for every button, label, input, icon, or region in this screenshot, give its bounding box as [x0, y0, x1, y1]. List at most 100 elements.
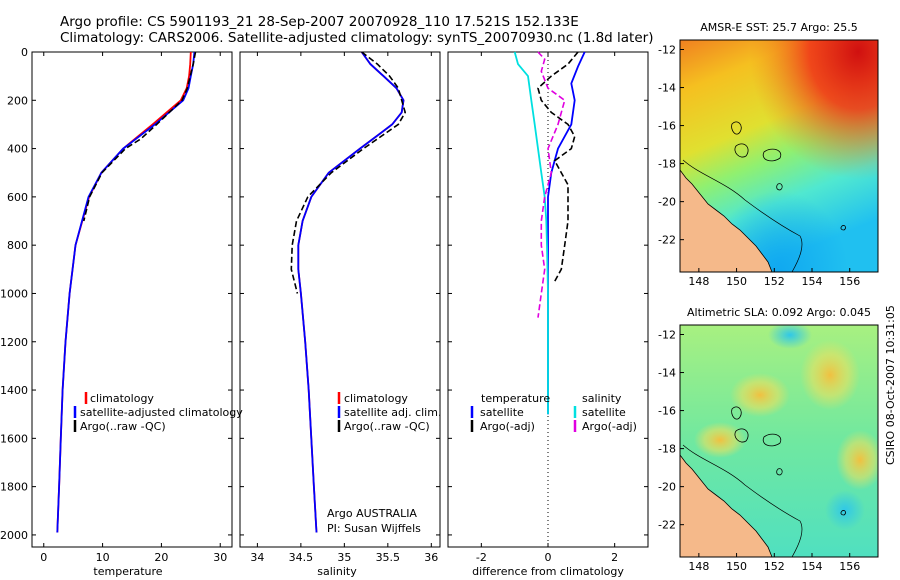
sst-reef-1 [731, 121, 742, 135]
series-temperature-argo-adj- [537, 51, 579, 282]
float-program-annotation: Argo AUSTRALIA [327, 507, 417, 520]
sla-map [680, 325, 878, 557]
series-climatology [297, 51, 405, 533]
salinity-xlabel: salinity [317, 565, 357, 578]
difference-x-axis: -2 0 2 [476, 52, 618, 564]
temperature-x-axis: 0 10 20 30 [40, 52, 227, 564]
sst-shelf-contour [682, 159, 803, 272]
map-y-tick-label: -14 [658, 82, 676, 95]
sla-map-frame [679, 324, 879, 558]
sla-map-title: Altimetric SLA: 0.092 Argo: 0.045 [687, 306, 871, 319]
sst-coast-land [680, 169, 773, 272]
depth-tick-label: 600 [7, 191, 28, 204]
sla-high-anomaly-3 [836, 430, 878, 490]
x-tick-label: 34 [250, 551, 264, 564]
salinity-plot-frame [239, 51, 441, 548]
header-line-2: Climatology: CARS2006. Satellite-adjuste… [60, 30, 653, 46]
legend-sal-satellite: satellite [582, 406, 626, 419]
x-tick-label: 10 [96, 551, 110, 564]
legend-temp-argo: Argo(-adj) [480, 420, 535, 433]
sst-reef-4 [776, 183, 783, 191]
salinity-x-axis: 34 34.5 35 35.5 36 [250, 52, 438, 564]
series-salinity-satellite [513, 51, 549, 415]
legend-climatology: climatology [90, 392, 154, 405]
legend-temp-satellite: satellite [480, 406, 524, 419]
map-y-tick-label: -16 [658, 120, 676, 133]
sst-map-axes: 148 150 152 154 156 -12 -14 -16 -18 -20 -22 [658, 44, 860, 288]
map-y-tick-label: -22 [658, 519, 676, 532]
depth-axis: 0 200 400 600 800 1000 1200 1400 1600 1800 2000 [0, 46, 648, 542]
depth-tick-label: 2000 [0, 529, 28, 542]
temperature-series [56, 51, 197, 533]
sla-high-anomaly-4 [694, 422, 746, 458]
sla-shelf-contour [682, 444, 803, 557]
series-salinity-argo-adj- [537, 51, 566, 318]
float-pi-annotation: PI: Susan Wijffels [327, 522, 421, 535]
sst-map-title: AMSR-E SST: 25.7 Argo: 25.5 [700, 21, 858, 34]
legend-argo: Argo(..raw -QC) [80, 420, 166, 433]
depth-tick-label: 1800 [0, 481, 28, 494]
sla-reef-1 [731, 406, 742, 420]
sst-reef-3 [762, 148, 782, 162]
depth-tick-label: 0 [21, 46, 28, 59]
map-x-tick-label: 150 [726, 560, 747, 573]
difference-legend: temperature salinity satellite Argo(-adj… [470, 392, 637, 433]
legend-argo: Argo(..raw -QC) [344, 420, 430, 433]
x-tick-label: 0 [545, 551, 552, 564]
map-x-tick-label: 154 [802, 275, 823, 288]
map-y-tick-label: -18 [658, 443, 676, 456]
difference-series [513, 51, 586, 415]
map-y-tick-label: -12 [658, 44, 676, 57]
legend-satellite-adjusted: satellite-adjusted climatology [80, 406, 243, 419]
depth-tick-label: 800 [7, 239, 28, 252]
map-x-tick-label: 148 [688, 275, 709, 288]
x-tick-label: 2 [611, 551, 618, 564]
side-timestamp: CSIRO 08-Oct-2007 10:31:05 [884, 305, 897, 465]
x-tick-label: 35.5 [376, 551, 401, 564]
sst-map [680, 40, 878, 272]
depth-tick-label: 1200 [0, 336, 28, 349]
legend-satellite-adjusted: satellite adj. clim. [344, 406, 441, 419]
sla-map-axes: 148 150 152 154 156 -12 -14 -16 -18 -20 -22 [658, 329, 860, 573]
sla-low-anomaly [825, 490, 865, 530]
series-satellite-adj-clim- [297, 51, 405, 533]
series-argo-raw-qc- [290, 51, 407, 294]
x-tick-label: 35 [337, 551, 351, 564]
sla-reef-2 [734, 428, 749, 443]
map-y-tick-label: -12 [658, 329, 676, 342]
depth-tick-label: 400 [7, 143, 28, 156]
x-tick-label: -2 [476, 551, 487, 564]
difference-xlabel: difference from climatology [472, 565, 624, 578]
temperature-legend: climatology satellite-adjusted climatolo… [73, 392, 243, 433]
map-x-tick-label: 148 [688, 560, 709, 573]
legend-climatology: climatology [344, 392, 408, 405]
x-tick-label: 34.5 [289, 551, 314, 564]
sla-high-anomaly-2 [730, 373, 790, 417]
sla-reef-4 [776, 468, 783, 476]
depth-tick-label: 1400 [0, 384, 28, 397]
temperature-xlabel: temperature [93, 565, 162, 578]
sst-reef-5 [840, 225, 846, 231]
map-y-tick-label: -18 [658, 158, 676, 171]
map-y-tick-label: -16 [658, 405, 676, 418]
map-y-tick-label: -22 [658, 234, 676, 247]
sla-low-anomaly-2 [768, 325, 812, 349]
sla-reef-5 [840, 510, 846, 516]
legend-sal-argo: Argo(-adj) [582, 420, 637, 433]
legend-header-temperature: temperature [481, 392, 550, 405]
depth-tick-label: 1600 [0, 432, 28, 445]
series-argo-raw-qc- [83, 51, 197, 222]
depth-tick-label: 200 [7, 94, 28, 107]
temperature-plot-frame [31, 51, 233, 548]
map-x-tick-label: 156 [839, 275, 860, 288]
x-tick-label: 30 [213, 551, 227, 564]
map-y-tick-label: -14 [658, 367, 676, 380]
x-tick-label: 0 [40, 551, 47, 564]
map-x-tick-label: 150 [726, 275, 747, 288]
series-climatology [56, 51, 192, 533]
x-tick-label: 36 [424, 551, 438, 564]
legend-header-salinity: salinity [582, 392, 622, 405]
map-y-tick-label: -20 [658, 196, 676, 209]
header-line-1: Argo profile: CS 5901193_21 28-Sep-2007 … [60, 14, 579, 30]
